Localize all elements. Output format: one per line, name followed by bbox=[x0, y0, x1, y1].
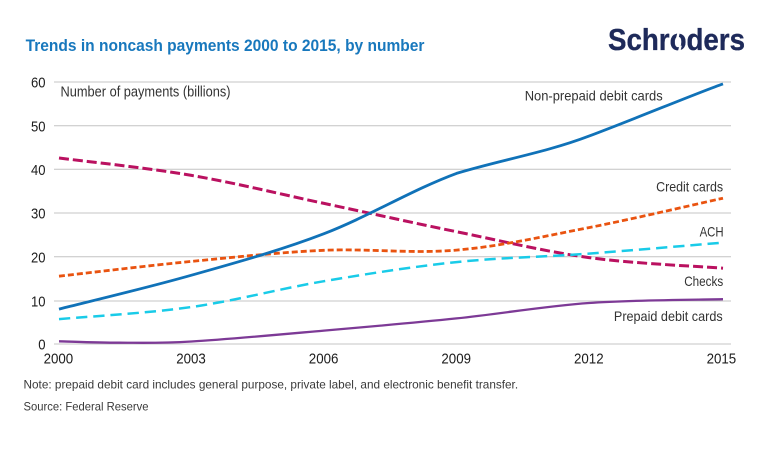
svg-text:Checks: Checks bbox=[684, 273, 723, 289]
svg-text:Prepaid debit cards: Prepaid debit cards bbox=[614, 308, 723, 324]
svg-text:20: 20 bbox=[31, 249, 46, 266]
svg-text:30: 30 bbox=[31, 206, 46, 223]
svg-text:2009: 2009 bbox=[441, 350, 471, 367]
svg-text:40: 40 bbox=[31, 162, 46, 179]
svg-text:50: 50 bbox=[31, 118, 46, 135]
svg-text:2006: 2006 bbox=[309, 350, 339, 367]
svg-text:Trends in noncash payments 200: Trends in noncash payments 2000 to 2015,… bbox=[26, 36, 425, 55]
svg-text:Number of payments (billions): Number of payments (billions) bbox=[61, 84, 231, 100]
svg-text:0: 0 bbox=[38, 337, 45, 354]
svg-text:Schroders: Schroders bbox=[608, 23, 745, 57]
svg-text:Credit cards: Credit cards bbox=[656, 179, 723, 195]
svg-text:2000: 2000 bbox=[44, 350, 74, 367]
svg-text:2015: 2015 bbox=[707, 350, 737, 367]
svg-text:Note: prepaid debit card inclu: Note: prepaid debit card includes genera… bbox=[24, 378, 519, 392]
svg-text:2003: 2003 bbox=[176, 350, 206, 367]
svg-text:60: 60 bbox=[31, 75, 46, 92]
svg-text:Source: Federal Reserve: Source: Federal Reserve bbox=[24, 400, 149, 414]
svg-text:2012: 2012 bbox=[574, 350, 604, 367]
svg-text:Non-prepaid debit cards: Non-prepaid debit cards bbox=[525, 88, 663, 104]
svg-text:ACH: ACH bbox=[700, 223, 724, 239]
svg-text:10: 10 bbox=[31, 294, 46, 311]
